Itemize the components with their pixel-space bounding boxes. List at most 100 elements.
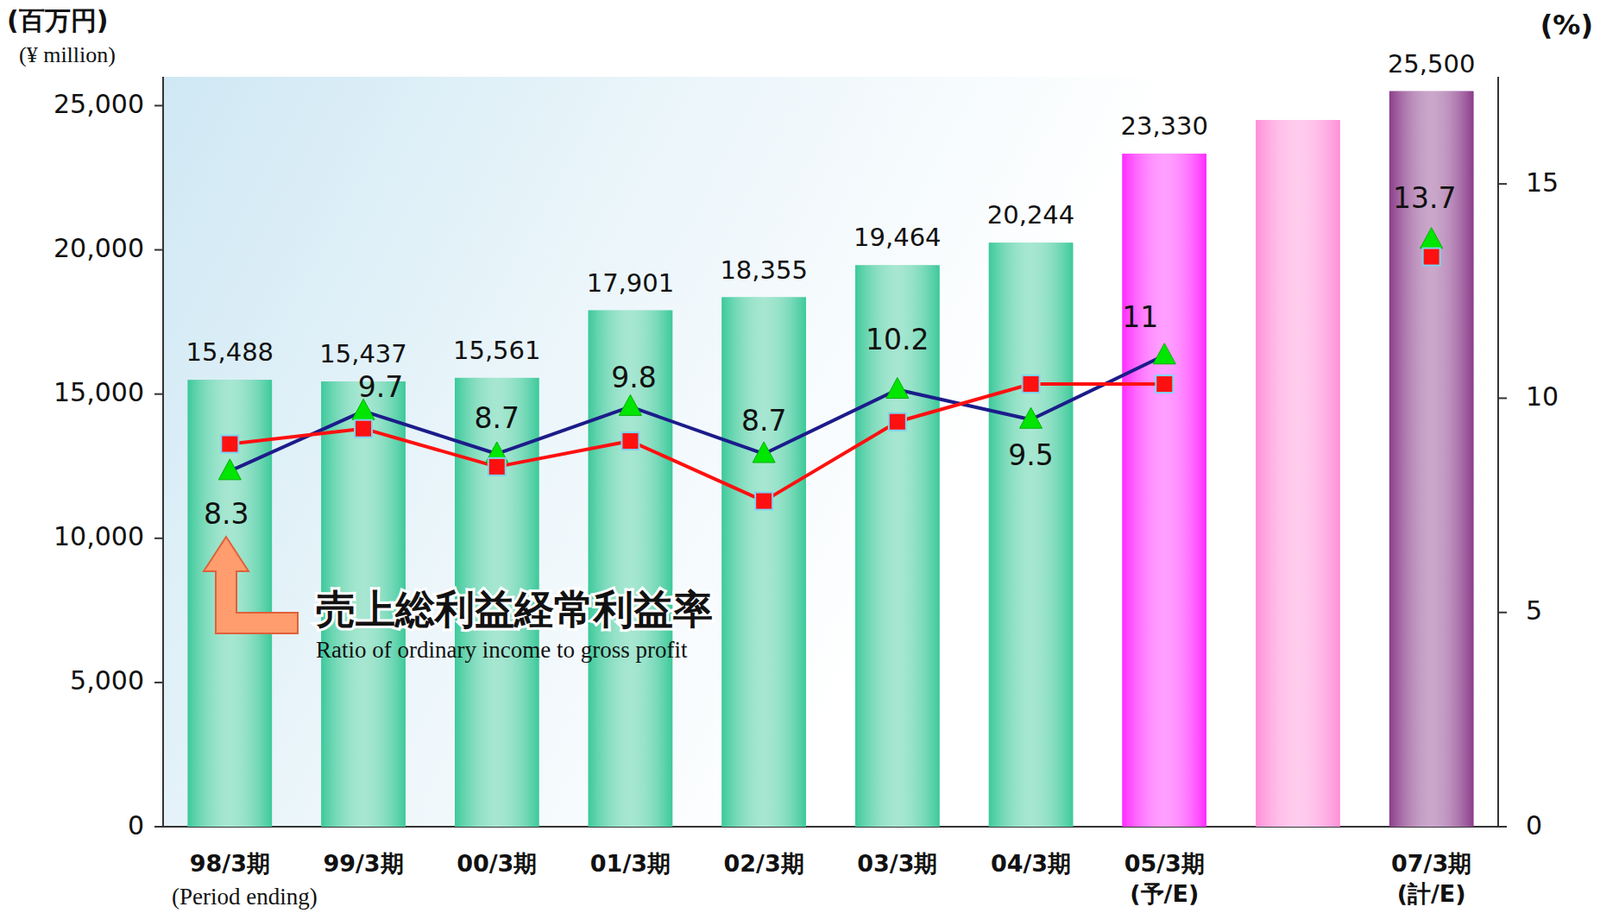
marker (888, 413, 907, 431)
bar-label: 15,561 (453, 335, 541, 366)
y2-tick-label: 0 (1525, 810, 1543, 841)
x-tick-label-line: 05/3期 (1124, 850, 1205, 877)
line-label: 8.7 (741, 403, 787, 438)
line (229, 257, 1431, 502)
line-label: 8.3 (203, 497, 249, 531)
background (0, 0, 1600, 913)
y2-tick (1498, 182, 1507, 185)
bar-label: 20,244 (987, 200, 1075, 230)
x-tick-label: 98/3期 (189, 850, 271, 877)
line-label: 13.7 (1392, 181, 1456, 215)
y-tick (154, 537, 164, 540)
bar-shine (1389, 91, 1474, 827)
x-tick-label: 04/3期 (990, 850, 1071, 877)
marker (755, 492, 773, 511)
x-tick-label-line: 03/3期 (856, 850, 938, 877)
plot-background (163, 76, 1499, 827)
y-tick-label: 20,000 (53, 233, 145, 264)
annotation-title-halo: 売上総利益経常利益率 (315, 585, 713, 633)
x-axis-title: (Period ending) (171, 883, 318, 910)
bar-label: 23,330 (1121, 111, 1209, 141)
bar-shine (721, 297, 806, 827)
x-tick-label-line: (予/E) (1129, 880, 1199, 908)
marker (618, 394, 642, 416)
y-tick (154, 249, 164, 252)
y-tick (154, 104, 164, 107)
bar (1389, 91, 1474, 827)
x-tick-label-line: 98/3期 (189, 850, 271, 877)
x-tick-label-line: 04/3期 (990, 850, 1071, 877)
marker (752, 441, 775, 463)
bar (1255, 119, 1340, 827)
marker (1020, 407, 1043, 429)
line-label: 11 (1121, 300, 1159, 334)
x-tick-label-line: 01/3期 (590, 850, 671, 877)
marker (354, 420, 372, 438)
bar (721, 297, 806, 827)
y-tick-label: 15,000 (53, 377, 145, 408)
y2-tick-label: 10 (1525, 381, 1559, 412)
bar-shine (855, 264, 939, 827)
x-tick-label-line: 07/3期 (1391, 850, 1472, 877)
chart: 05,00010,00015,00020,00025,000051015(百万円… (0, 0, 1600, 913)
annotation-title: 売上総利益経常利益率 (315, 585, 713, 633)
line-label: 10.2 (865, 322, 929, 357)
y-tick-label: 25,000 (53, 88, 145, 120)
bar (588, 310, 673, 827)
bar-label: 15,437 (319, 339, 407, 369)
marker (1152, 343, 1176, 365)
bar-label: 19,464 (853, 222, 941, 252)
marker (1022, 375, 1040, 393)
marker (220, 435, 239, 454)
y-tick-label: 5,000 (69, 665, 145, 696)
x-tick-label: 02/3期 (724, 850, 805, 877)
marker (1420, 227, 1443, 249)
x-tick-label-line: (計/E) (1397, 880, 1467, 908)
bar-shine (588, 310, 673, 827)
y-axis-title-en: (¥ million) (18, 42, 116, 68)
y-tick (154, 825, 164, 828)
y2-axis-title: (%) (1540, 8, 1594, 42)
plot-area (188, 91, 1475, 827)
x-tick-label: 07/3期 (計/E) (1391, 850, 1472, 908)
annotation-arrow (203, 536, 298, 634)
bar (1122, 153, 1207, 827)
x-tick-label: 01/3期 (590, 850, 671, 877)
y2-tick-label: 5 (1525, 595, 1543, 626)
bar-label: 17,901 (586, 268, 675, 298)
y-axis (162, 76, 164, 827)
y-axis-title: (百万円) (6, 5, 108, 36)
y-tick-label: 10,000 (53, 521, 145, 552)
x-tick-label-line: 02/3期 (724, 850, 805, 877)
line-label: 9.5 (1007, 438, 1053, 473)
marker (621, 432, 639, 450)
line-label: 9.8 (611, 360, 656, 395)
marker (218, 459, 241, 480)
y2-tick-label: 15 (1525, 167, 1559, 198)
bar-label: 25,500 (1387, 49, 1475, 79)
bar-shine (988, 242, 1073, 827)
y2-tick (1498, 396, 1507, 399)
x-tick-label: 99/3期 (322, 850, 404, 877)
x-tick-label: 05/3期 (予/E) (1124, 850, 1205, 908)
marker (886, 377, 909, 398)
line (229, 239, 1431, 472)
bar (855, 264, 939, 827)
y2-tick (1498, 825, 1507, 828)
y2-axis (1497, 76, 1500, 827)
x-tick-label-line: 00/3期 (456, 850, 537, 877)
labels: 15,488 15,437 15,561 17,901 18,355 19,464 20,2… (186, 49, 1476, 532)
marker (1423, 248, 1441, 266)
y2-tick (1498, 611, 1507, 614)
line-label: 9.7 (358, 370, 404, 404)
marker (488, 458, 506, 476)
bar-shine (1122, 153, 1207, 827)
bar-label: 15,488 (186, 337, 274, 367)
x-tick-label: 03/3期 (856, 850, 938, 877)
bar (988, 242, 1073, 827)
y-tick (154, 681, 164, 684)
line-label: 8.7 (474, 401, 520, 435)
bar-label: 18,355 (719, 255, 807, 285)
x-tick-label-line: 99/3期 (322, 850, 404, 877)
bar-shine (1255, 119, 1340, 827)
